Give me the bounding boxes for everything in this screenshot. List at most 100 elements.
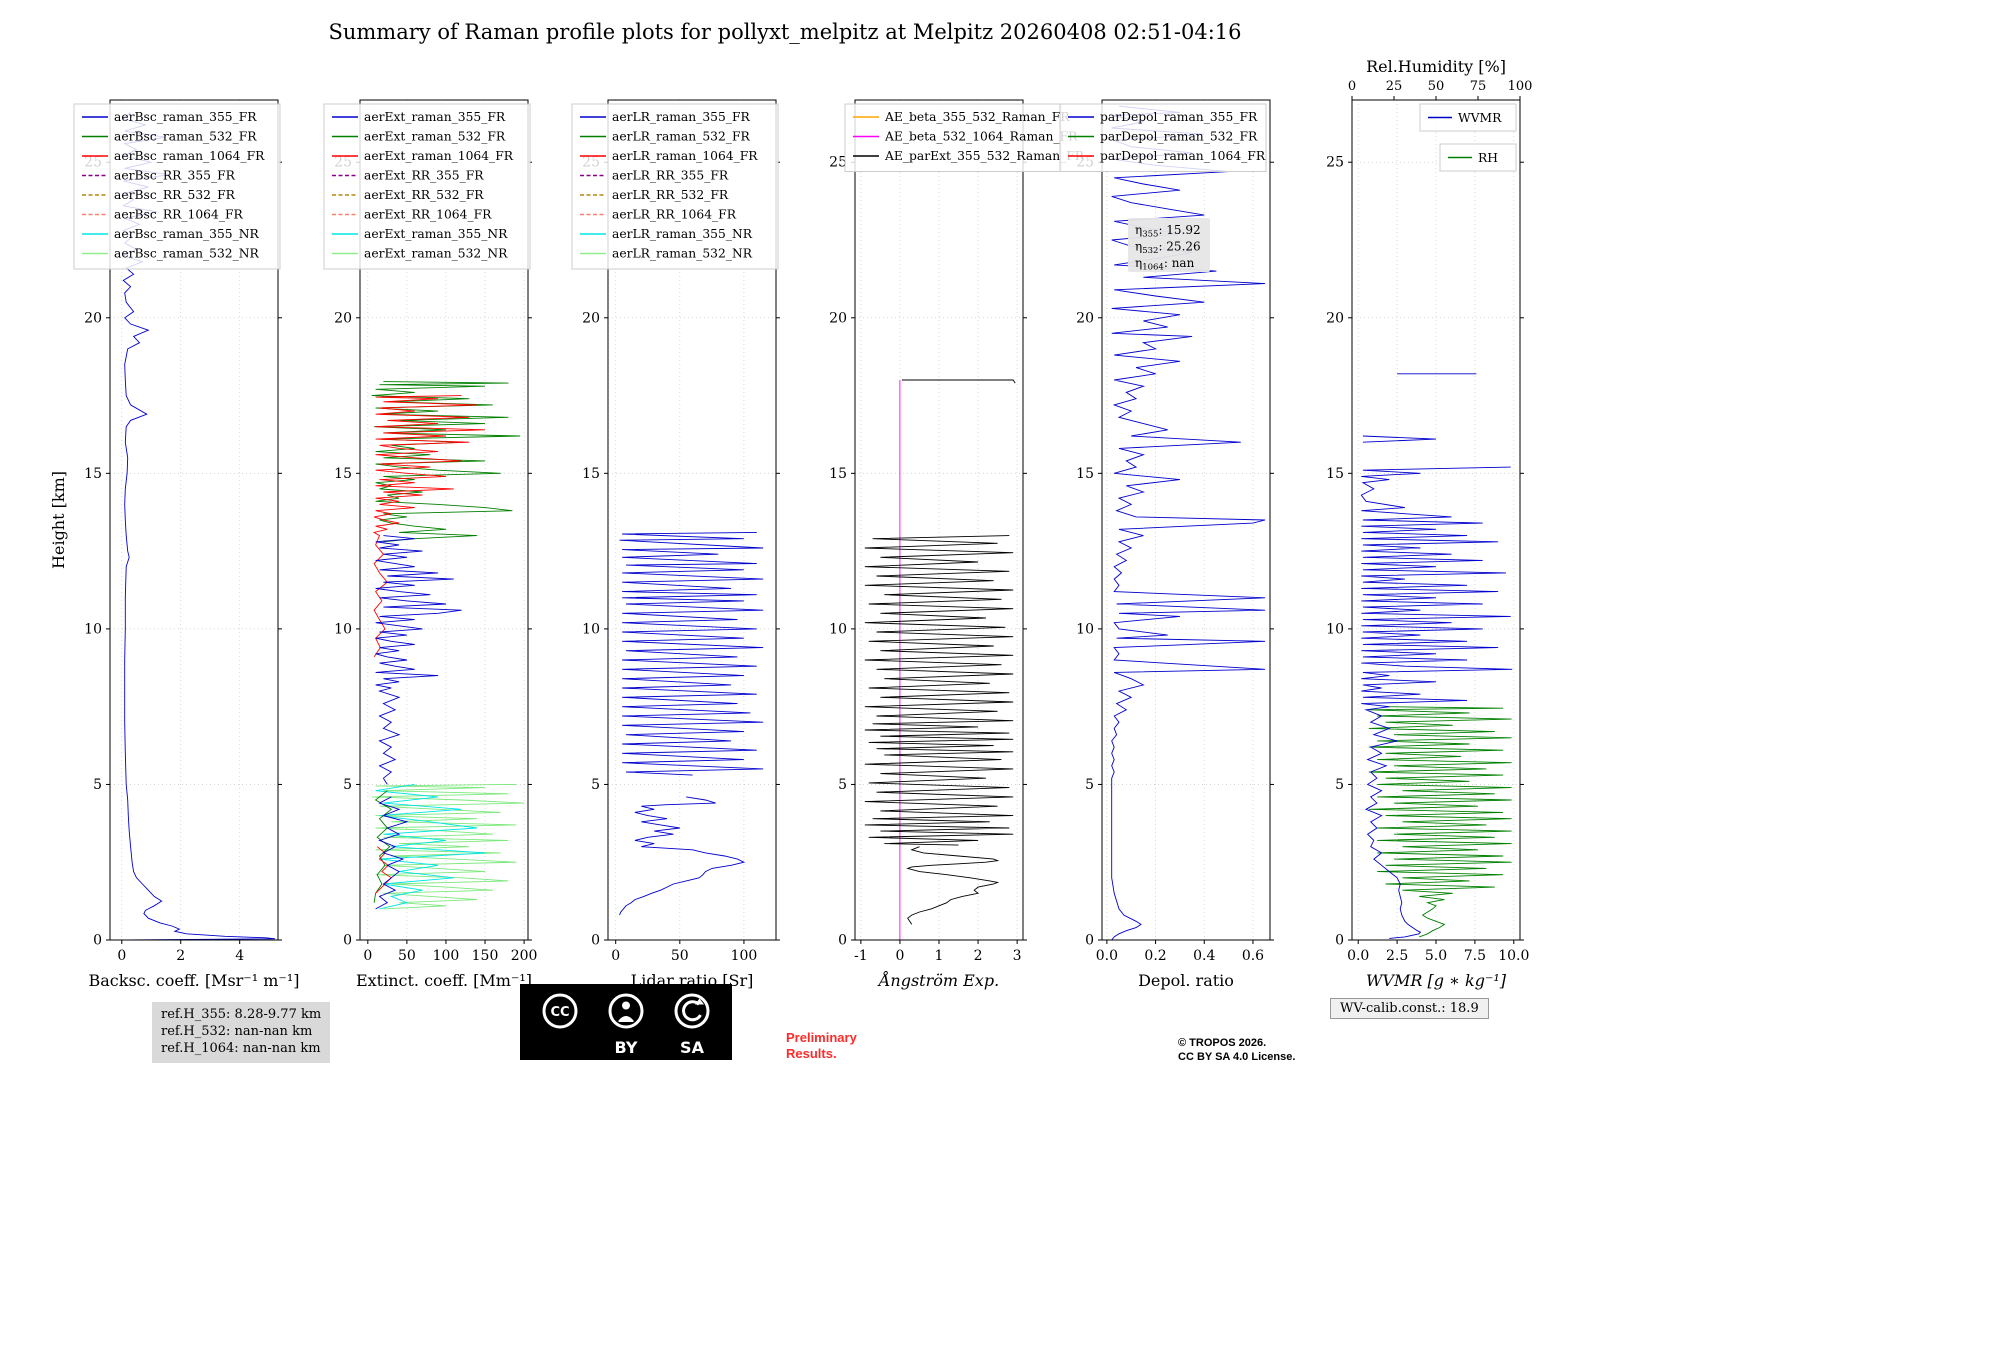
profile-line-aerLR_raman_355_FR <box>619 796 746 916</box>
x-axis-label: Extinct. coeff. [Mm⁻¹] <box>356 971 532 990</box>
panel-wvmr: 0.0 2.5 5.0 7.5 10.0 0 5 10 15 20 25 0 25 50 75 100Rel.… <box>1326 57 1533 990</box>
y-tick-label: 20 <box>829 310 847 326</box>
x-tick-label: 50 <box>671 948 689 964</box>
sa-text: SA <box>680 1038 705 1057</box>
legend-entry-label: aerExt_raman_355_NR <box>364 227 508 241</box>
y-tick-label: 10 <box>1076 621 1094 637</box>
series-group <box>619 531 764 916</box>
x-tick-label: 1 <box>935 948 944 964</box>
eta-annotation-line: η532: 25.26 <box>1135 240 1201 257</box>
y-tick-label: 10 <box>334 621 352 637</box>
legend-entry-label: aerBsc_raman_1064_FR <box>114 149 265 163</box>
legend-entry-label: aerExt_raman_532_NR <box>364 247 508 261</box>
profile-line-aerLR_raman_355_FR <box>619 531 764 776</box>
share-alike-arrow-icon <box>682 1000 702 1022</box>
legend-entry-label: aerBsc_RR_532_FR <box>114 188 236 202</box>
legend-entry-label: parDepol_raman_355_FR <box>1100 110 1258 124</box>
y-tick-label: 15 <box>582 466 600 482</box>
axes-frame <box>359 99 529 941</box>
x-tick-label: 0.0 <box>1347 948 1369 964</box>
ref-h-532: ref.H_532: nan-nan km <box>161 1023 313 1039</box>
share-alike-arrowhead-icon <box>695 998 704 1005</box>
profile-line-aerExt_raman_355_FR <box>375 796 409 910</box>
legend-box <box>73 103 281 270</box>
profile-line-aerExt_raman_355_FR <box>375 535 462 785</box>
y-axis-label: Height [km] <box>49 471 68 569</box>
y-tick-label: 15 <box>1076 466 1094 482</box>
person-head-icon <box>622 1001 630 1010</box>
legend-box <box>571 103 779 270</box>
top-tick-label: 75 <box>1470 79 1487 94</box>
x-tick-label: 0.6 <box>1242 948 1264 964</box>
cc-badge-graphic: CC BY SA <box>520 984 732 1060</box>
profile-line-WVMR <box>1362 435 1437 443</box>
legend-box <box>323 103 531 270</box>
top-tick-label: 0 <box>1348 79 1356 94</box>
y-tick-label: 5 <box>838 777 847 793</box>
tropos-line2: CC BY SA 4.0 License. <box>1178 1050 1296 1063</box>
tropos-copyright: © TROPOS 2026. CC BY SA 4.0 License. <box>1178 1037 1295 1065</box>
preliminary-line2: Results. <box>786 1045 837 1061</box>
x-tick-label: 200 <box>511 948 538 964</box>
x-axis-label: Backsc. coeff. [Msr⁻¹ m⁻¹] <box>88 971 299 990</box>
profile-line-aerExt_raman_532_NR <box>371 783 525 910</box>
y-tick-label: 10 <box>582 621 600 637</box>
axes-frame <box>607 99 777 941</box>
ref-h-355: ref.H_355: 8.28-9.77 km <box>161 1007 322 1022</box>
y-tick-label: 5 <box>93 777 102 793</box>
x-tick-label: 10.0 <box>1498 948 1529 964</box>
y-tick-label: 20 <box>1076 310 1094 326</box>
y-tick-label: 20 <box>334 310 352 326</box>
top-tick-label: 100 <box>1508 79 1533 94</box>
legend-box <box>844 103 1062 172</box>
y-tick-label: 0 <box>93 933 102 949</box>
profile-line-RH <box>1368 706 1512 938</box>
legend-entry-label: AE_beta_532_1064_Raman_FR <box>884 130 1078 144</box>
legend-entry-label: aerExt_RR_532_FR <box>364 188 484 202</box>
y-tick-label: 10 <box>84 621 102 637</box>
panel-depol-ratio: 0.00.20.40.60510152025Depol. ratioparDep… <box>1059 99 1274 990</box>
tropos-line1: © TROPOS 2026. <box>1178 1037 1267 1049</box>
y-tick-label: 0 <box>1335 933 1344 949</box>
cc-text: CC <box>550 1005 569 1020</box>
person-body-icon <box>618 1016 634 1022</box>
y-tick-label: 10 <box>829 621 847 637</box>
reference-heights-box: ref.H_355: 8.28-9.77 km ref.H_532: nan-n… <box>152 1002 331 1063</box>
legend-entry-label: aerExt_raman_1064_FR <box>364 149 514 163</box>
y-tick-label: 5 <box>1335 777 1344 793</box>
series-group <box>864 379 1016 940</box>
y-tick-label: 20 <box>84 310 102 326</box>
top-axis-label: Rel.Humidity [%] <box>1366 57 1506 76</box>
legend-entry-label: AE_parExt_355_532_Raman_FR <box>884 149 1085 163</box>
x-tick-label: 100 <box>731 948 758 964</box>
by-text: BY <box>615 1038 638 1057</box>
legend-entry-label: aerLR_raman_532_NR <box>612 247 753 261</box>
x-tick-label: 100 <box>433 948 460 964</box>
x-tick-label: 0.0 <box>1096 948 1118 964</box>
x-tick-label: 0 <box>117 948 126 964</box>
y-tick-label: 15 <box>829 466 847 482</box>
legend-entry-label: parDepol_raman_1064_FR <box>1100 149 1266 163</box>
top-tick-label: 25 <box>1386 79 1403 94</box>
preliminary-results-note: Preliminary Results. <box>786 1030 857 1061</box>
y-tick-label: 5 <box>1085 777 1094 793</box>
y-tick-label: 5 <box>591 777 600 793</box>
x-tick-label: 2 <box>974 948 983 964</box>
y-tick-label: 0 <box>1085 933 1094 949</box>
legend-entry-label: aerLR_raman_355_NR <box>612 227 753 241</box>
eta-annotation-line: η355: 15.92 <box>1135 223 1201 240</box>
x-tick-label: 2 <box>176 948 185 964</box>
legend-entry-label: aerBsc_raman_355_FR <box>114 110 257 124</box>
profile-line-aerExt_raman_1064_FR <box>375 846 393 894</box>
y-tick-label: 0 <box>838 933 847 949</box>
x-tick-label: 0 <box>363 948 372 964</box>
y-tick-label: 10 <box>1326 621 1344 637</box>
y-tick-label: 5 <box>343 777 352 793</box>
legend-entry-label: parDepol_raman_532_FR <box>1100 130 1258 144</box>
panel-extinction: 0501001502000510152025Extinct. coeff. [M… <box>323 99 538 990</box>
legend-entry-label: aerBsc_raman_532_FR <box>114 130 257 144</box>
x-tick-label: -1 <box>854 948 868 964</box>
legend-entry-label: aerExt_raman_532_FR <box>364 130 506 144</box>
cc-license-badge: CC BY SA <box>520 984 732 1064</box>
